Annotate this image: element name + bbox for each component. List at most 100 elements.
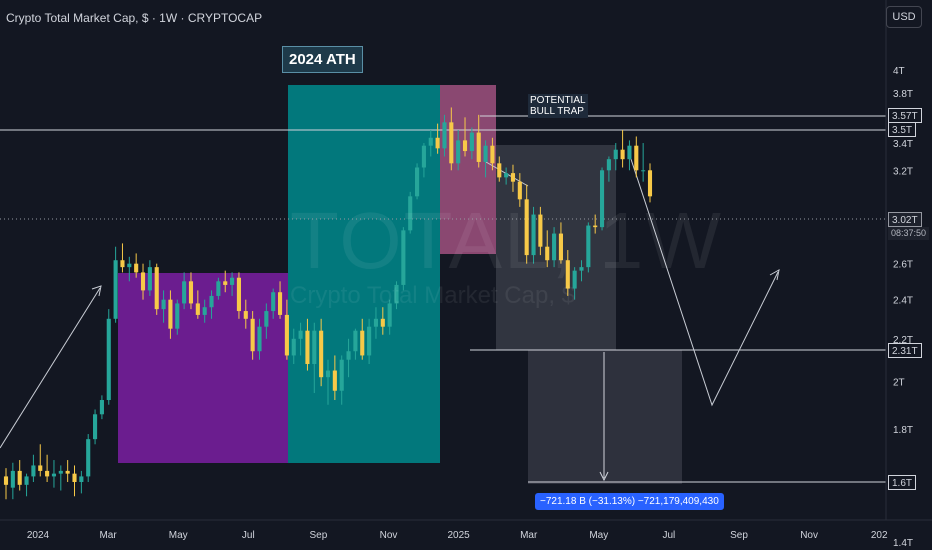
watermark-symbol: TOTAL, 1W <box>290 196 723 285</box>
trend-arrow-left-head <box>91 285 102 297</box>
candle-body <box>31 465 36 477</box>
candle-body <box>462 140 468 152</box>
candle-body <box>58 470 63 474</box>
candle-body <box>606 159 611 171</box>
x-tick-label: Jul <box>663 530 676 541</box>
candle-body <box>325 370 331 378</box>
candle-body <box>120 260 125 268</box>
candle-body <box>346 351 351 360</box>
currency-button[interactable]: USD <box>886 6 922 28</box>
candle-body <box>421 145 426 168</box>
candle-body <box>298 330 303 339</box>
candle-body <box>175 303 180 329</box>
candle-body <box>627 145 632 160</box>
y-tick-label: 1.8T <box>893 425 913 436</box>
x-tick-label: 2024 <box>27 530 50 541</box>
candle-body <box>38 465 43 471</box>
candle-body <box>435 137 440 149</box>
price-tag-target: 1.6T <box>888 475 917 490</box>
candle-body <box>202 307 207 315</box>
candle-body <box>79 476 84 482</box>
candle-body <box>613 149 618 160</box>
candle-body <box>332 370 337 391</box>
price-tag-resistance: 3.5T <box>888 122 917 137</box>
candle-body <box>647 170 653 197</box>
candle-body <box>620 149 625 160</box>
candle-body <box>415 167 420 197</box>
candle-body <box>271 292 276 312</box>
x-tick-label: Mar <box>520 530 538 541</box>
bar-countdown: 08:37:50 <box>888 227 930 240</box>
candle-body <box>24 476 29 485</box>
x-tick-label: May <box>589 530 608 541</box>
candle-body <box>99 400 104 415</box>
candle-body <box>428 137 433 146</box>
candle-body <box>476 132 481 162</box>
candle-body <box>93 414 98 440</box>
candle-body <box>236 277 241 312</box>
bull-trap-line2: BULL TRAP <box>530 106 584 117</box>
candle-body <box>538 214 543 247</box>
candle-body <box>572 270 577 289</box>
candle-body <box>401 230 406 285</box>
y-tick-label: 3.8T <box>893 89 913 100</box>
candle-body <box>45 470 50 477</box>
x-tick-label: 202 <box>871 530 888 541</box>
candle-body <box>634 145 639 171</box>
y-tick-label: 2T <box>893 378 905 389</box>
candle-body <box>510 173 516 182</box>
candle-body <box>558 233 563 261</box>
candle-body <box>243 311 248 319</box>
candle-body <box>230 277 235 285</box>
x-tick-label: 2025 <box>447 530 470 541</box>
y-tick-label: 3.4T <box>893 139 913 150</box>
candles-group <box>3 107 653 500</box>
candle-body <box>195 303 200 315</box>
candle-body <box>599 170 605 228</box>
projection-path <box>627 149 779 407</box>
candle-body <box>312 330 317 365</box>
candle-body <box>86 439 91 477</box>
price-tag-current: 3.02T <box>888 212 922 227</box>
teal-ath-zone <box>288 85 440 463</box>
trend-arrow-left <box>0 287 101 449</box>
candle-body <box>182 281 187 304</box>
candle-body <box>449 122 454 164</box>
grey-projection-zone <box>528 350 682 484</box>
candle-body <box>360 330 365 356</box>
x-tick-label: Nov <box>380 530 398 541</box>
candle-body <box>586 225 591 268</box>
candle-body <box>483 145 488 162</box>
candle-body <box>319 330 324 378</box>
candle-body <box>579 267 584 271</box>
candle-body <box>408 196 413 231</box>
candle-body <box>17 470 22 485</box>
candle-body <box>257 326 262 352</box>
measure-label[interactable]: −721.18 B (−31.13%) −721,179,409,430 <box>535 493 724 510</box>
projection-arrow-head <box>769 269 780 281</box>
candle-body <box>504 173 509 178</box>
candle-body <box>442 122 447 149</box>
measure-arrow-head <box>599 471 609 482</box>
pink-top-zone <box>440 85 496 254</box>
candle-body <box>65 470 70 474</box>
candle-body <box>517 181 522 200</box>
candle-body <box>545 246 550 261</box>
time-axis[interactable]: 2024 Mar May Jul Sep Nov 2025 Mar May Jul Sep Nov 20… <box>27 530 888 541</box>
y-tick-label: 1.4T <box>893 538 913 549</box>
candle-body <box>72 473 77 482</box>
x-tick-label: Nov <box>800 530 818 541</box>
candle-body <box>373 318 379 327</box>
price-tag-upper-resistance: 3.57T <box>888 108 922 123</box>
ath-label[interactable]: 2024 ATH <box>282 46 363 73</box>
bull-trap-label[interactable]: POTENTIAL BULL TRAP <box>528 94 588 118</box>
candle-body <box>367 326 372 356</box>
candle-body <box>524 199 529 256</box>
candle-body <box>161 299 166 310</box>
candle-body <box>593 225 598 228</box>
x-tick-label: Jul <box>242 530 255 541</box>
candle-body <box>277 292 283 315</box>
chart-title: Crypto Total Market Cap, $ · 1W · CRYPTO… <box>6 11 263 25</box>
watermark-name: Crypto Total Market Cap, $ <box>290 282 576 309</box>
